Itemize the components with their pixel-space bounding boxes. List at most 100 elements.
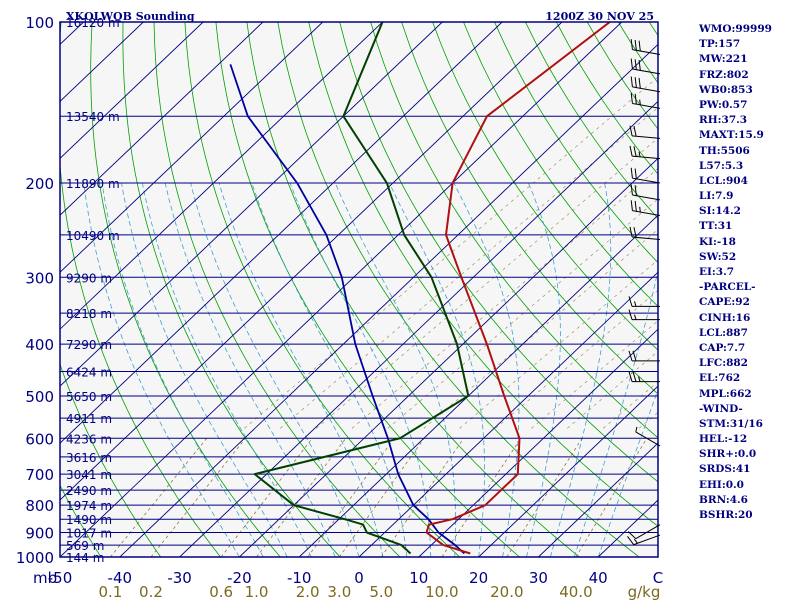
index-item: MPL:662 — [699, 387, 752, 400]
mixing-ratio-line — [220, 438, 313, 557]
index-item: RH:37.3 — [699, 114, 748, 127]
wind-barb-feather — [635, 426, 638, 433]
temperature-tick-label: 10 — [409, 569, 428, 587]
moist-adiabat — [388, 182, 485, 557]
wind-barb — [627, 534, 661, 546]
height-label: 11890 m — [66, 177, 120, 191]
index-item: -PARCEL- — [699, 281, 756, 294]
isotherm-line — [358, 271, 658, 557]
wind-barb — [630, 184, 661, 201]
wind-barb-staff — [632, 102, 661, 109]
wind-barb-feather — [633, 227, 637, 238]
mixing-ratio-line — [244, 76, 658, 429]
mixing-ratio-label: 10.0 — [425, 583, 458, 600]
index-item: BSHR:20 — [699, 509, 753, 521]
pressure-tick-label: 600 — [25, 430, 54, 448]
isotherm-line — [478, 385, 658, 557]
wind-barb-feather — [629, 125, 633, 137]
wind-barb-feather — [634, 59, 637, 70]
index-item: LCL:904 — [699, 174, 748, 187]
wind-barb-feather — [639, 206, 641, 213]
wind-barb — [628, 296, 660, 307]
index-item: EI:3.7 — [699, 266, 735, 278]
wind-barb — [629, 125, 661, 139]
height-label: 1490 m — [66, 513, 112, 527]
mixing-ratio-line — [495, 289, 658, 429]
index-item: MAXT:15.9 — [699, 129, 764, 142]
wind-barbs — [627, 39, 661, 546]
index-item: SRDS:41 — [699, 463, 751, 476]
wind-barb-feather — [632, 371, 637, 382]
height-label: 2490 m — [66, 484, 112, 498]
temperature-tick-label: -50 — [48, 569, 73, 587]
pressure-tick-label: 400 — [25, 336, 54, 354]
isotherm-line — [60, 22, 264, 216]
sounding-indices: WMO:99999 TP:157 MW:221 FRZ:802 WB0:853 PW:0.… — [699, 22, 799, 523]
profile-traces — [229, 22, 611, 555]
wind-barb-feather — [633, 538, 638, 544]
pressure-unit-label: mb — [33, 569, 57, 587]
wind-barb-staff — [632, 86, 661, 93]
height-labels: 16120 m 13540 m 11890 m 10490 m 9290 m 8218 m… — [66, 16, 120, 565]
moist-adiabat — [218, 182, 384, 557]
pressure-tick-label: 300 — [25, 269, 54, 287]
isotherm-line — [538, 442, 658, 557]
temperature-tick-label: 20 — [469, 569, 488, 587]
wind-barb-feather — [630, 184, 633, 196]
mixing-ratio-line — [351, 168, 658, 429]
wind-barb-feather — [630, 167, 633, 179]
wind-barb-feather — [630, 58, 633, 70]
temperature-trace — [425, 22, 611, 555]
wind-barb — [628, 371, 660, 383]
mixing-ratio-line — [531, 320, 658, 429]
moist-adiabat — [334, 182, 456, 557]
mixing-ratio-line — [575, 438, 648, 557]
wind-barb — [630, 200, 661, 217]
mixing-ratio-line — [150, 438, 246, 557]
mixing-ratio-label: 2.0 — [296, 583, 320, 600]
wind-barb-feather — [627, 531, 637, 540]
mixing-ratio-label: 0.6 — [209, 583, 233, 600]
index-item: LCL:887 — [699, 326, 748, 339]
mixing-ratio-label: 0.2 — [139, 583, 163, 600]
index-item: TH:5506 — [699, 144, 750, 157]
wind-barb-staff — [632, 210, 661, 217]
height-label: 6424 m — [66, 365, 112, 379]
wind-barb-feather — [628, 350, 633, 362]
index-item: WMO:99999 — [699, 23, 772, 35]
wind-barb-feather — [627, 535, 635, 545]
wind-barb-feather — [634, 314, 637, 320]
isotherm-line — [60, 22, 563, 501]
chart-time: 1200Z 30 NOV 25 — [545, 10, 654, 23]
wind-barb-feather — [630, 39, 633, 50]
index-item: CAP:7.7 — [699, 341, 746, 354]
wind-barb — [635, 426, 661, 447]
wind-barb-staff — [632, 49, 661, 55]
isotherm-line — [60, 22, 204, 159]
index-item: WB0:853 — [699, 83, 753, 96]
mixing-ratio-label: 0.1 — [98, 583, 122, 600]
isotherm-line — [0, 22, 24, 557]
plot-background — [60, 22, 658, 557]
height-label: 10490 m — [66, 229, 120, 243]
wind-barb — [630, 93, 661, 109]
pressure-tick-label: 700 — [25, 466, 54, 484]
temperature-tick-label: -40 — [108, 569, 133, 587]
wind-barb-staff — [635, 524, 661, 540]
wind-barb-feather — [634, 93, 637, 105]
mixing-ratio-line — [459, 259, 658, 429]
wind-barb-feather — [628, 309, 633, 320]
mixing-ratio-axis: 0.1 0.2 0.6 1.0 2.0 3.0 5.0 10.0 20.0 40.0 g/kg — [98, 583, 660, 600]
isotherm-line — [239, 157, 658, 557]
wind-barb-feather — [634, 200, 637, 212]
temperature-tick-label: 40 — [589, 569, 608, 587]
wind-barb-feather — [628, 296, 633, 307]
index-item: SW:52 — [699, 250, 737, 263]
grid-lines — [0, 22, 658, 557]
pressure-tick-label: 500 — [25, 388, 54, 406]
moist-adiabat — [597, 388, 658, 557]
wind-barb — [627, 524, 661, 540]
index-item: SI:14.2 — [699, 205, 741, 218]
moist-adiabat — [453, 182, 520, 557]
wind-barb-feather — [629, 145, 633, 157]
